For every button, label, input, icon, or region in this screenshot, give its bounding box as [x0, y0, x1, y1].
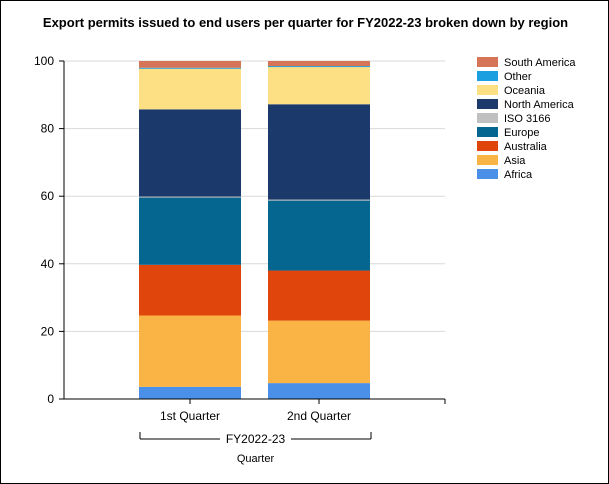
bar-segment-other [268, 66, 370, 68]
bar-segment-africa [268, 383, 370, 399]
bar-segment-north-america [268, 104, 370, 200]
legend-label: Africa [504, 169, 533, 181]
bar-segment-south-america [139, 61, 241, 68]
y-tick-label: 60 [41, 189, 55, 203]
legend-swatch [477, 85, 498, 95]
bar-segment-iso-3166 [268, 199, 370, 201]
legend-swatch [477, 57, 498, 67]
x-tick-label: 1st Quarter [160, 409, 220, 423]
legend-label: Other [504, 71, 532, 83]
bar-segment-australia [268, 270, 370, 321]
bar-segment-asia [139, 315, 241, 387]
legend-swatch [477, 141, 498, 151]
y-tick-label: 100 [34, 54, 54, 68]
legend-label: Europe [504, 127, 539, 139]
legend-label: South America [504, 57, 576, 69]
y-tick-label: 40 [41, 257, 55, 271]
y-tick-label: 20 [41, 324, 55, 338]
bar-segment-oceania [139, 68, 241, 110]
legend-label: Australia [504, 141, 548, 153]
legend-swatch [477, 99, 498, 109]
legend-swatch [477, 71, 498, 81]
bar-segment-asia [268, 320, 370, 384]
bar-segment-europe [139, 197, 241, 265]
legend-swatch [477, 127, 498, 137]
x-tick-label: 2nd Quarter [287, 409, 351, 423]
bar-segment-north-america [139, 109, 241, 197]
y-tick-label: 0 [47, 392, 54, 406]
legend-label: North America [504, 99, 575, 111]
legend-label: Asia [504, 155, 526, 167]
x-axis-title: Quarter [237, 453, 275, 465]
legend-swatch [477, 169, 498, 179]
bar-segment-south-america [268, 61, 370, 67]
bar-segment-europe [268, 200, 370, 271]
bar-segment-other [139, 67, 241, 69]
bar-segment-africa [139, 386, 241, 399]
bar-segment-oceania [268, 67, 370, 105]
legend-swatch [477, 113, 498, 123]
y-tick-label: 80 [41, 122, 55, 136]
chart-title: Export permits issued to end users per q… [42, 15, 569, 30]
bar-segment-iso-3166 [139, 196, 241, 198]
bar-segment-australia [139, 264, 241, 316]
legend-swatch [477, 155, 498, 165]
legend-label: ISO 3166 [504, 113, 550, 125]
group-label: FY2022-23 [226, 432, 286, 446]
legend-label: Oceania [504, 85, 546, 97]
